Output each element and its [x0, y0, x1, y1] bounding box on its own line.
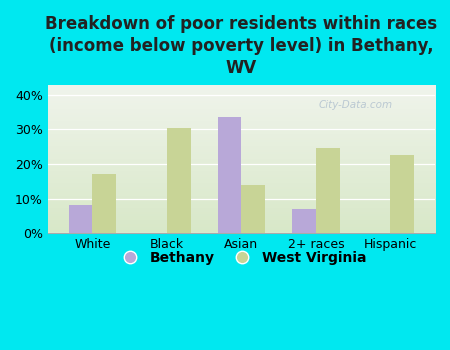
Bar [217, 117, 241, 233]
Legend: Bethany, West Virginia: Bethany, West Virginia [111, 246, 372, 271]
Text: City-Data.com: City-Data.com [319, 100, 393, 110]
Title: Breakdown of poor residents within races
(income below poverty level) in Bethany: Breakdown of poor residents within races… [45, 15, 437, 77]
Bar [292, 209, 316, 233]
Bar [316, 148, 340, 233]
Bar [68, 205, 92, 233]
Bar [167, 128, 191, 233]
Bar [92, 174, 116, 233]
Bar [241, 185, 265, 233]
Bar [390, 155, 414, 233]
